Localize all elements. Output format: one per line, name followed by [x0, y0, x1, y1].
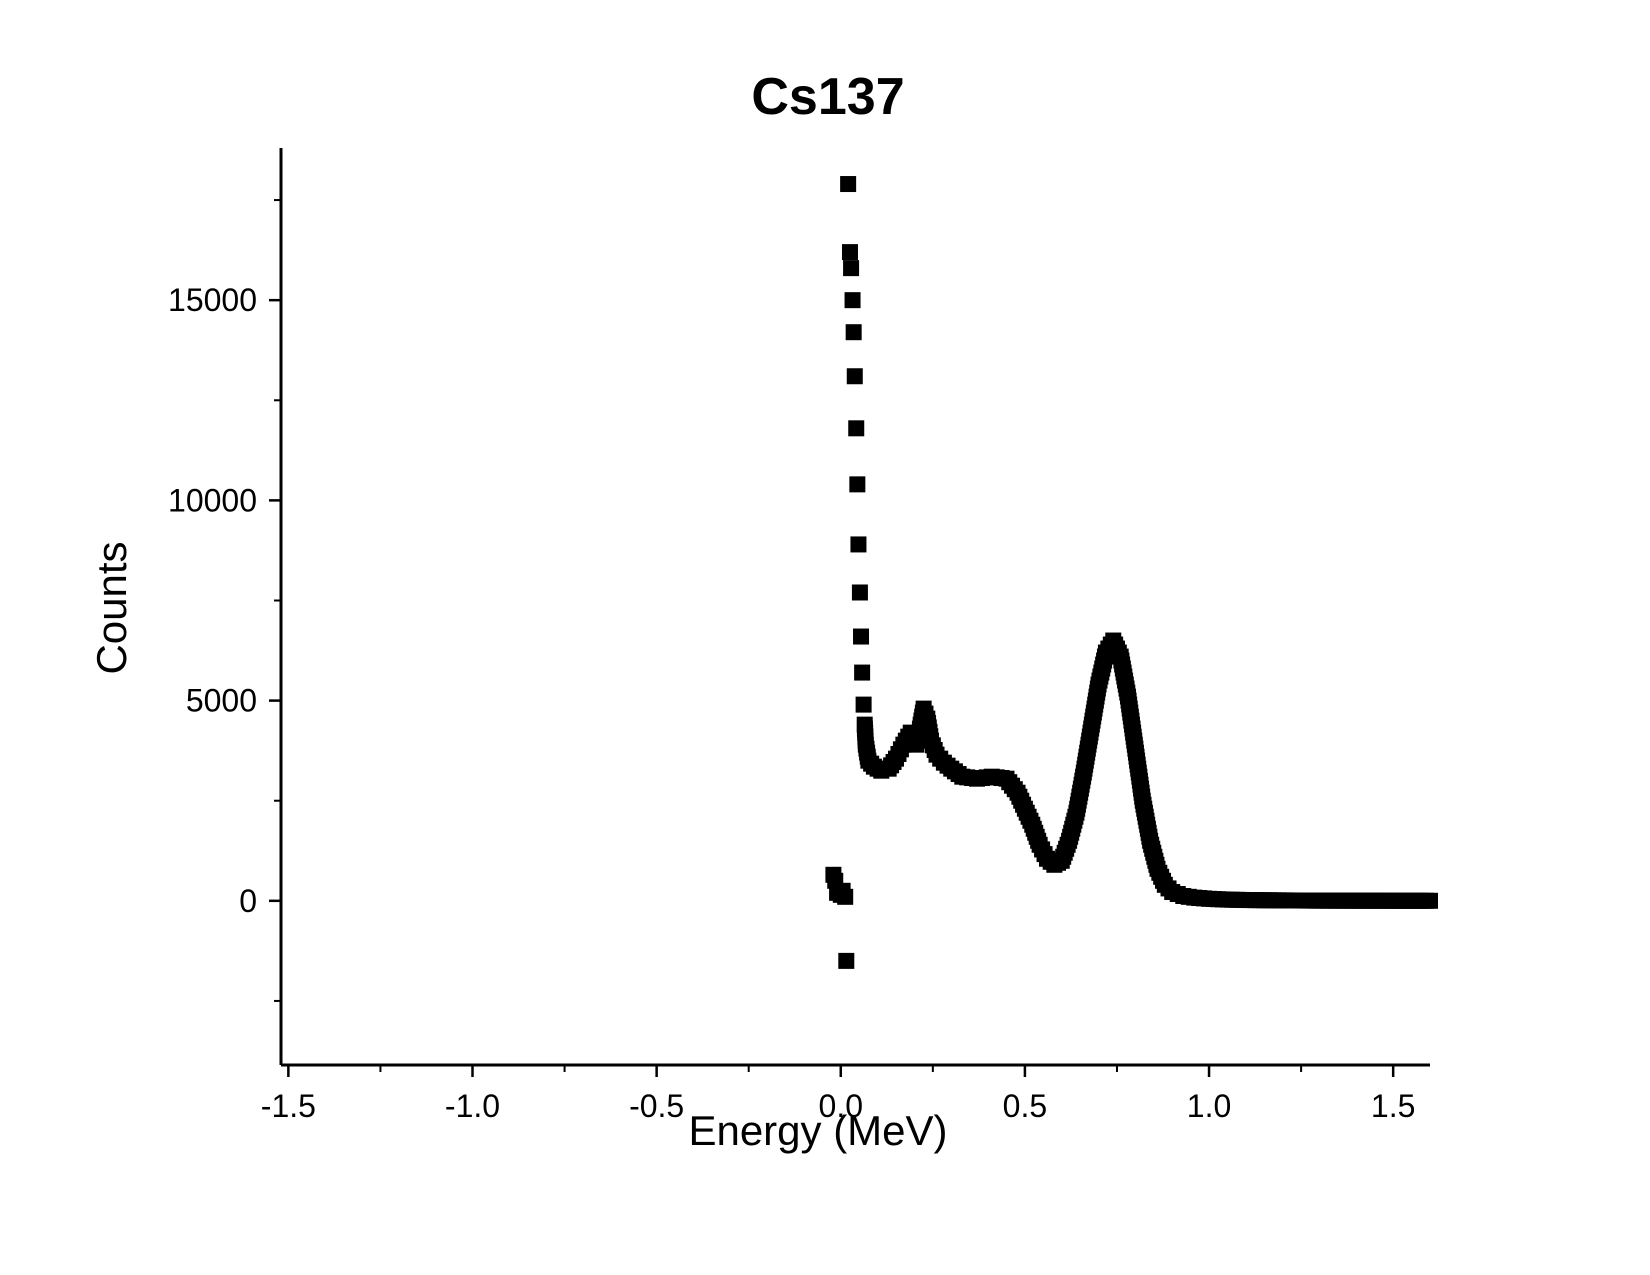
data-point — [1422, 892, 1438, 909]
data-points — [825, 176, 1438, 969]
tick-group: -1.5 -1.0 -0.5 0.0 0.5 1.0 1.5 0 5000 10000 15000 — [168, 199, 1415, 1124]
x-tick-label: 0.0 — [819, 1088, 863, 1124]
data-point — [843, 260, 860, 277]
data-point — [854, 664, 871, 681]
x-tick-label: -1.0 — [445, 1088, 500, 1124]
data-point — [849, 476, 866, 493]
data-point — [855, 696, 872, 713]
data-point — [853, 628, 870, 645]
x-tick-label: -0.5 — [629, 1088, 684, 1124]
y-tick-label: 5000 — [186, 683, 257, 719]
x-tick-label: 1.0 — [1187, 1088, 1231, 1124]
x-tick-label: 0.5 — [1003, 1088, 1047, 1124]
x-tick-label: -1.5 — [261, 1088, 316, 1124]
x-tick-label: 1.5 — [1371, 1088, 1415, 1124]
data-point — [837, 888, 854, 905]
x-axis-label: Energy (MeV) — [688, 1107, 947, 1154]
y-tick-label: 0 — [239, 883, 257, 919]
data-point — [850, 536, 867, 553]
data-point — [848, 420, 865, 437]
data-point — [845, 324, 862, 341]
data-point — [851, 584, 868, 601]
chart-title: Cs137 — [751, 68, 904, 126]
data-point — [846, 368, 863, 385]
y-tick-label: 10000 — [168, 482, 257, 518]
data-point — [838, 952, 855, 969]
data-point — [841, 244, 858, 261]
y-axis-label: Counts — [88, 541, 135, 674]
data-point — [844, 292, 861, 309]
data-point — [840, 176, 857, 193]
y-tick-label: 15000 — [168, 282, 257, 318]
